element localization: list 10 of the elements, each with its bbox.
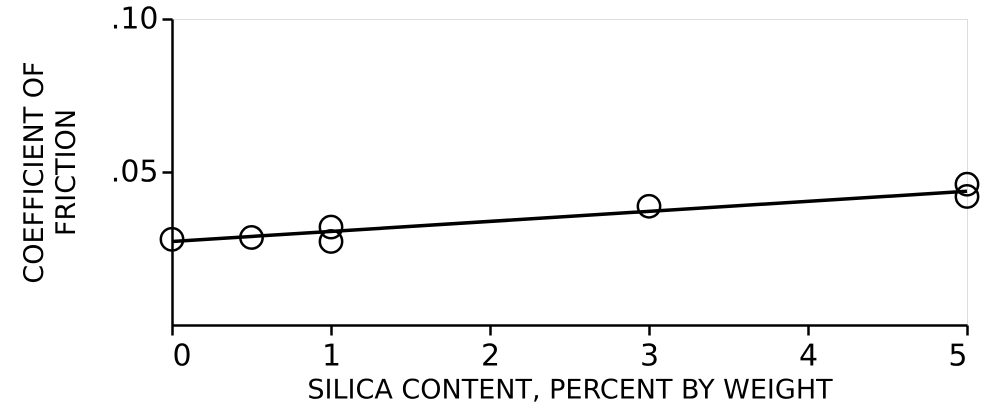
y-axis-title: COEFFICIENT OF FRICTION [18, 61, 82, 284]
x-tick-label: 4 [798, 338, 818, 374]
x-axis-title: SILICA CONTENT, PERCENT BY WEIGHT [307, 374, 834, 406]
x-tick-label: 5 [948, 338, 968, 374]
y-tick-label: .10 [110, 2, 158, 36]
x-tick-label: 1 [322, 338, 342, 374]
x-tick-label: 3 [640, 338, 660, 374]
x-tick-label: 0 [172, 338, 192, 374]
y-tick-label: .05 [110, 154, 158, 190]
x-tick-label: 2 [480, 338, 500, 374]
